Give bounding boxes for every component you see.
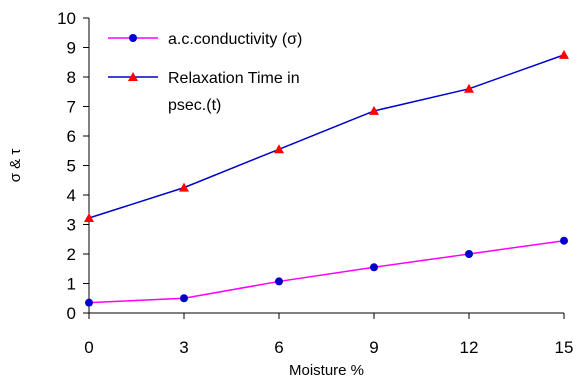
x-tick-label: 9 [369, 338, 378, 357]
series-2-line [88, 54, 565, 219]
series-2-point [179, 182, 189, 192]
series-1-point [370, 263, 378, 272]
legend-label: psec.(t) [168, 97, 221, 114]
x-tick-label: 12 [460, 338, 479, 357]
series-2-point [274, 144, 284, 154]
legend-swatch-marker [129, 34, 137, 42]
legend-label: Relaxation Time in [168, 70, 300, 87]
y-tick-label: 8 [67, 68, 76, 87]
y-tick-label: 2 [67, 245, 76, 264]
y-tick-label: 3 [67, 216, 76, 235]
series-1-point [275, 277, 283, 286]
x-tick-label: 0 [84, 338, 93, 357]
series-2-point [464, 83, 474, 93]
series-2-point [369, 105, 379, 115]
series-1-line [88, 239, 565, 304]
legend-entry-1: a.c.conductivity (σ) [108, 31, 302, 48]
y-tick-label: 7 [67, 98, 76, 117]
series-1-point [85, 298, 93, 307]
y-tick-label: 0 [67, 304, 76, 323]
series-layer [84, 49, 569, 307]
y-tick-label: 4 [67, 186, 76, 205]
y-tick-label: 1 [67, 275, 76, 294]
series-1-point [465, 250, 473, 258]
x-tick-label: 3 [179, 338, 188, 357]
legend-label: a.c.conductivity (σ) [168, 31, 302, 48]
legend: a.c.conductivity (σ) Relaxation Time in ps… [108, 31, 302, 114]
series-1-point [180, 294, 188, 303]
x-tick-label: 6 [274, 338, 283, 357]
x-tick-label: 15 [555, 338, 574, 357]
y-tick-label: 5 [67, 157, 76, 176]
y-tick-label: 6 [67, 127, 76, 146]
series-2-point [559, 49, 569, 59]
x-ticks: 0 3 6 9 12 15 [84, 313, 573, 357]
x-axis-title: Moisture % [289, 362, 364, 379]
y-axis-title: σ & τ [7, 149, 24, 183]
legend-entry-2: Relaxation Time in psec.(t) [108, 70, 300, 114]
y-tick-label: 9 [67, 39, 76, 58]
y-ticks: 0 1 2 3 4 5 6 7 8 9 10 [57, 9, 89, 323]
legend-swatch-marker [128, 72, 138, 81]
series-2-point [84, 213, 94, 223]
series-2 [84, 49, 569, 223]
y-tick-label: 10 [57, 9, 76, 28]
series-1 [85, 236, 568, 307]
series-1-point [560, 236, 568, 245]
